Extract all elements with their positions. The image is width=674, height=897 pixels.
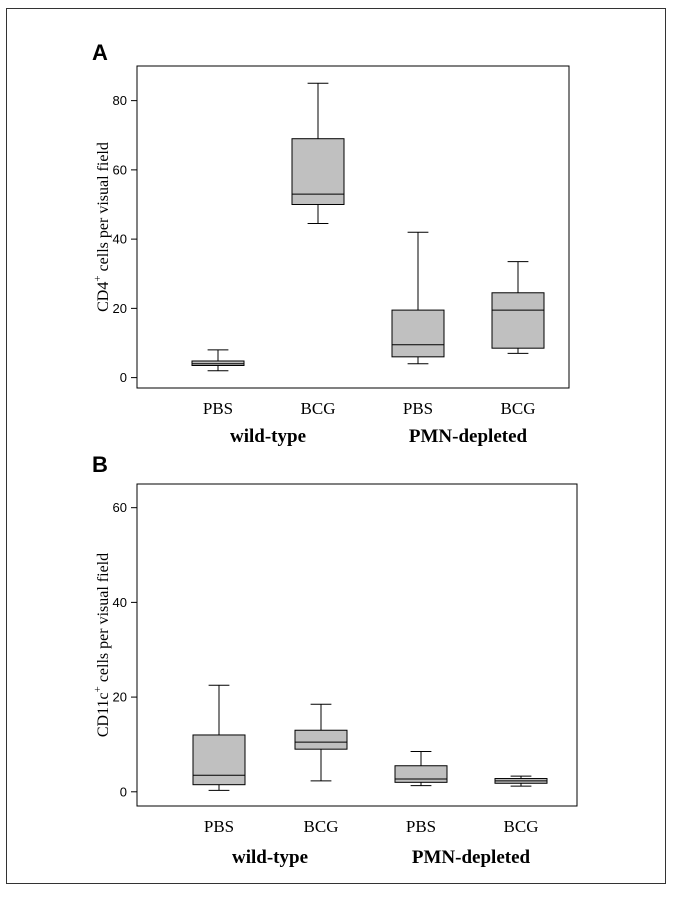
panel-b-ytick-label-60: 60 <box>113 500 127 515</box>
panel-a-category-label-2: BCG <box>301 399 336 418</box>
panel-b-box-3-iqr <box>394 765 448 783</box>
panel-b-ylabel: CD11c+ cells per visual field <box>92 553 112 737</box>
panel-a-category-label-1: PBS <box>203 399 233 418</box>
panel-a-ytick-label-0: 0 <box>120 370 127 385</box>
panel-a-box-3-iqr <box>391 309 445 358</box>
panel-a: A 0 20 40 60 80 CD4+ cells per visual field PBS… <box>92 40 570 447</box>
panel-a-box-4-iqr <box>491 292 545 349</box>
panel-b-category-label-2: BCG <box>304 817 339 836</box>
panel-a-category-label-4: BCG <box>501 399 536 418</box>
panel-b-box-4 <box>494 775 548 787</box>
panel-b-ytick-label-20: 20 <box>113 690 127 705</box>
panel-a-box-3 <box>391 231 445 365</box>
panel-b-box-1-iqr <box>192 734 246 786</box>
panel-a-box-2-iqr <box>291 138 345 205</box>
panel-b-group-label-1: wild-type <box>232 847 308 868</box>
panel-a-box-4 <box>491 261 545 354</box>
panel-b-box-2-iqr <box>294 729 348 750</box>
panel-b-ylabel-main: CD11c <box>95 692 112 737</box>
figure-frame <box>6 8 666 884</box>
panel-b-plot-frame <box>136 483 578 807</box>
panel-b-ytick-label-40: 40 <box>113 595 127 610</box>
panel-b-box-3 <box>394 751 448 787</box>
panel-a-ylabel-main: CD4 <box>95 282 112 312</box>
panel-a-letter: A <box>92 40 108 65</box>
panel-a-box-2 <box>291 82 345 225</box>
panel-a-ylabel: CD4+ cells per visual field <box>92 142 112 312</box>
panel-b-category-label-1: PBS <box>204 817 234 836</box>
panel-b-box-2 <box>294 703 348 782</box>
panel-a-box-1 <box>191 349 245 372</box>
panel-a-ylabel-rest: cells per visual field <box>95 142 112 275</box>
panel-b-ytick-label-0: 0 <box>120 784 127 799</box>
panel-b-category-label-3: PBS <box>406 817 436 836</box>
panel-a-ytick-label-20: 20 <box>113 301 127 316</box>
panel-a-ytick-label-60: 60 <box>113 162 127 177</box>
panel-a-category-label-3: PBS <box>403 399 433 418</box>
panel-a-ytick-label-80: 80 <box>113 93 127 108</box>
panel-b-ylabel-rest: cells per visual field <box>95 553 112 686</box>
panel-a-ylabel-sup: + <box>92 275 104 281</box>
panel-b-group-label-2: PMN-depleted <box>412 847 531 868</box>
panel-a-group-label-2: PMN-depleted <box>409 426 528 447</box>
panel-b-ylabel-sup: + <box>92 686 104 692</box>
panel-b: B 0 20 40 60 CD11c+ cells per visual field PBS… <box>92 452 578 868</box>
panel-a-plot-frame <box>136 65 570 389</box>
panel-b-category-label-4: BCG <box>504 817 539 836</box>
panel-a-group-label-1: wild-type <box>230 426 306 447</box>
panel-b-box-1 <box>192 684 246 791</box>
panel-a-box-1-iqr <box>191 360 245 366</box>
panel-b-letter: B <box>92 452 108 477</box>
panel-a-ytick-label-40: 40 <box>113 232 127 247</box>
